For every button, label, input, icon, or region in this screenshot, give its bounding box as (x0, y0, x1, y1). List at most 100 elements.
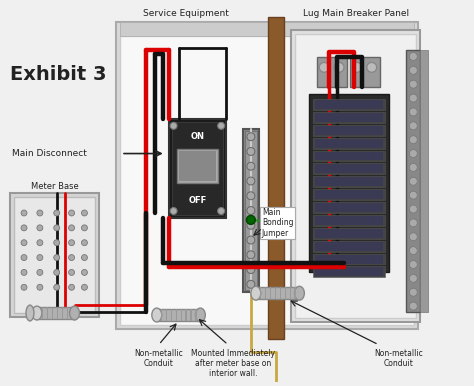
Circle shape (69, 225, 74, 231)
Circle shape (21, 240, 27, 245)
Bar (47, 307, 48, 319)
Bar (175, 309, 177, 321)
Bar (260, 287, 261, 299)
Text: OFF: OFF (188, 196, 207, 205)
Circle shape (410, 136, 417, 144)
Bar (166, 309, 167, 321)
Bar (116, 22, 418, 329)
Bar (313, 189, 384, 200)
Circle shape (69, 240, 74, 245)
Circle shape (410, 302, 417, 310)
Circle shape (170, 208, 177, 215)
Circle shape (410, 66, 417, 74)
Ellipse shape (195, 308, 205, 322)
Bar (313, 266, 384, 278)
Circle shape (82, 284, 87, 290)
Bar (171, 309, 172, 321)
Bar (315, 216, 383, 225)
Circle shape (21, 225, 27, 231)
Circle shape (247, 177, 255, 185)
Circle shape (247, 236, 255, 244)
Text: Non-metallic
Conduit: Non-metallic Conduit (374, 349, 423, 368)
Circle shape (21, 210, 27, 216)
Circle shape (334, 63, 344, 72)
Circle shape (410, 274, 417, 282)
Bar (195, 309, 197, 321)
Circle shape (410, 163, 417, 171)
Ellipse shape (26, 305, 34, 321)
Ellipse shape (294, 286, 304, 300)
Circle shape (54, 210, 60, 216)
Bar (313, 125, 384, 136)
Bar (280, 287, 281, 299)
Bar (62, 307, 63, 319)
Bar (120, 36, 414, 325)
Ellipse shape (251, 286, 261, 300)
Bar (317, 58, 347, 87)
Circle shape (37, 225, 43, 231)
Circle shape (410, 233, 417, 241)
Circle shape (410, 261, 417, 268)
Bar (315, 164, 383, 173)
Bar (268, 17, 283, 339)
Circle shape (82, 225, 87, 231)
Text: Non-metallic
Conduit: Non-metallic Conduit (134, 349, 183, 368)
Bar (270, 287, 271, 299)
Circle shape (218, 122, 225, 129)
Circle shape (247, 133, 255, 141)
Circle shape (247, 192, 255, 200)
Bar (350, 58, 380, 87)
Bar (67, 307, 68, 319)
Bar (315, 126, 383, 135)
Circle shape (218, 208, 225, 215)
Circle shape (21, 269, 27, 275)
Bar (313, 99, 384, 110)
Bar (169, 119, 226, 218)
Bar (120, 22, 414, 36)
Text: Service Equipment: Service Equipment (143, 9, 228, 18)
Bar (57, 307, 58, 319)
Bar (406, 49, 420, 312)
Bar (313, 151, 384, 161)
Bar (295, 34, 416, 318)
Circle shape (410, 94, 417, 102)
Circle shape (319, 63, 329, 72)
Circle shape (410, 80, 417, 88)
Circle shape (54, 269, 60, 275)
Bar (243, 129, 259, 292)
Circle shape (37, 269, 43, 275)
Bar (310, 94, 389, 273)
Ellipse shape (32, 306, 42, 320)
Bar (179, 151, 216, 181)
Circle shape (410, 150, 417, 157)
Ellipse shape (152, 308, 162, 322)
Circle shape (352, 63, 362, 72)
Bar (274, 287, 276, 299)
Text: Main
Bonding
Jumper: Main Bonding Jumper (262, 208, 293, 238)
Circle shape (170, 122, 177, 129)
Circle shape (69, 210, 74, 216)
Bar (256, 287, 300, 299)
Bar (313, 215, 384, 226)
Circle shape (54, 255, 60, 261)
Bar (315, 100, 383, 109)
Circle shape (69, 255, 74, 261)
Bar (42, 307, 43, 319)
Circle shape (410, 205, 417, 213)
Ellipse shape (70, 306, 80, 320)
Circle shape (21, 284, 27, 290)
Circle shape (247, 280, 255, 288)
Bar (315, 203, 383, 212)
Circle shape (247, 162, 255, 170)
Circle shape (37, 240, 43, 245)
Circle shape (54, 240, 60, 245)
Bar (313, 138, 384, 149)
Circle shape (82, 240, 87, 245)
Bar (313, 228, 384, 239)
Bar (191, 309, 192, 321)
Bar (294, 287, 296, 299)
Bar (315, 152, 383, 161)
Bar (313, 163, 384, 174)
Bar (315, 255, 383, 264)
Bar (37, 307, 74, 319)
